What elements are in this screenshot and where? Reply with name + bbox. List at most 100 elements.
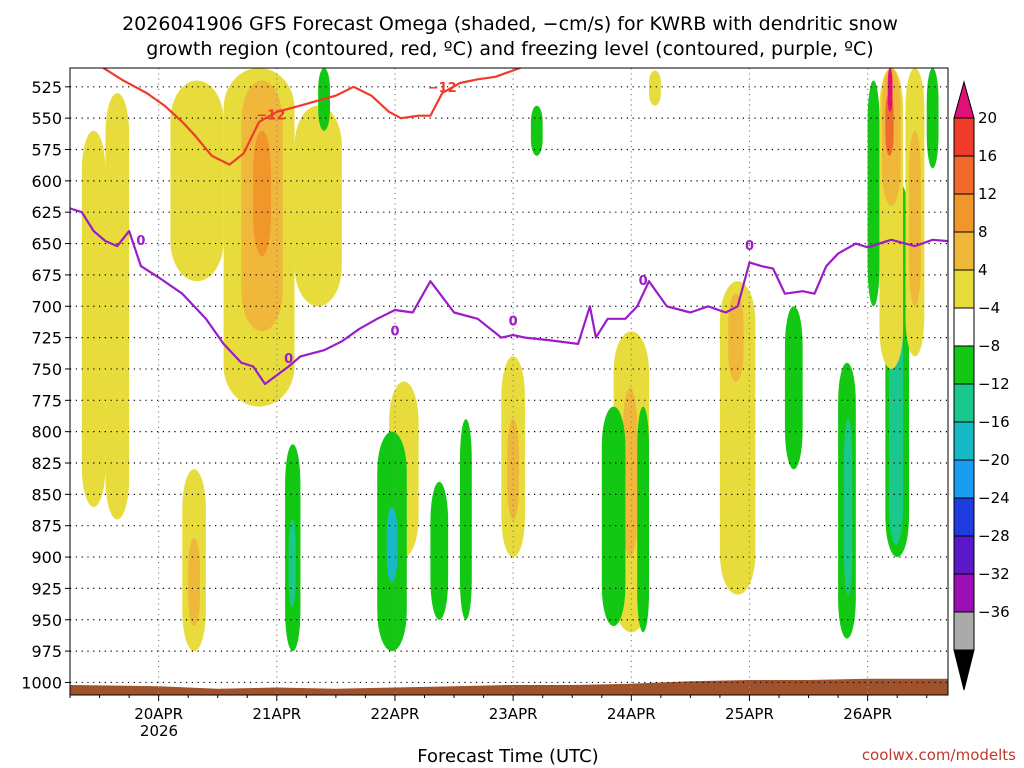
colorbar-swatch <box>953 155 975 195</box>
y-tick-label: 925 <box>31 579 62 598</box>
y-tick-label: 775 <box>31 391 62 410</box>
contour-layer <box>70 68 948 386</box>
omega-region-yellow <box>170 80 224 282</box>
omega-region-teal <box>844 419 853 595</box>
x-tick-label: 23APR <box>489 705 538 723</box>
colorbar-label: −32 <box>978 565 1010 583</box>
y-tick-label: 550 <box>31 109 62 128</box>
colorbar-label: −4 <box>978 299 1000 317</box>
chart-title-line-1: 2026041906 GFS Forecast Omega (shaded, −… <box>122 13 898 35</box>
omega-region-cyan <box>386 506 398 583</box>
x-axis-title: Forecast Time (UTC) <box>417 746 598 767</box>
omega-region-orange <box>188 538 200 627</box>
chart-title-line-2: growth region (contoured, red, ºC) and f… <box>146 38 873 60</box>
y-tick-label: 625 <box>31 203 62 222</box>
ground-surface <box>70 678 948 695</box>
colorbar-label: −8 <box>978 337 1000 355</box>
omega-region-green <box>430 481 449 620</box>
colorbar-swatch <box>953 307 975 347</box>
y-tick-label: 600 <box>31 172 62 191</box>
colorbar-swatch <box>953 421 975 461</box>
omega-region-green <box>530 105 543 156</box>
colorbar-swatch <box>953 383 975 423</box>
colorbar-swatch <box>953 117 975 157</box>
dgz-contour-label: −12 <box>256 109 285 124</box>
colorbar-swatch <box>953 345 975 385</box>
y-tick-label: 575 <box>31 141 62 160</box>
omega-region-dark_orange <box>253 130 271 257</box>
x-year-label: 2026 <box>140 722 178 740</box>
colorbar-label: −16 <box>978 413 1010 431</box>
colorbar-label: 16 <box>978 147 997 165</box>
freezing-contour-label: 0 <box>639 274 648 289</box>
x-tick-label: 26APR <box>843 705 892 723</box>
dgz-contour-minus12 <box>101 68 523 166</box>
colorbar-label: −36 <box>978 603 1010 621</box>
credit-text: coolwx.com/modelts <box>862 746 1016 764</box>
x-tick-label: 20APR <box>134 705 183 723</box>
contour-labels: −12 −12 0 0 0 0 0 0 <box>136 81 754 367</box>
y-tick-label: 800 <box>31 423 62 442</box>
omega-region-orange <box>623 387 638 558</box>
colorbar-top-arrow <box>953 80 975 119</box>
colorbar-label: −28 <box>978 527 1010 545</box>
omega-region-yellow <box>294 105 342 307</box>
y-tick-label: 975 <box>31 642 62 661</box>
freezing-contour-label: 0 <box>509 314 518 329</box>
omega-region-green <box>637 406 650 633</box>
y-tick-label: 675 <box>31 266 62 285</box>
colorbar-swatch <box>953 497 975 537</box>
colorbar-label: 20 <box>978 109 997 127</box>
y-tick-label: 900 <box>31 548 62 567</box>
omega-region-yellow <box>81 130 106 507</box>
omega-region-teal <box>288 519 296 608</box>
y-tick-label: 850 <box>31 485 62 504</box>
colorbar-swatch <box>953 459 975 499</box>
y-tick-label: 700 <box>31 297 62 316</box>
x-axis-ticks: 20APR 21APR 22APR 23APR 24APR 25APR 26APR <box>69 695 928 723</box>
omega-region-orange <box>728 293 744 382</box>
colorbar-label: 8 <box>978 223 988 241</box>
omega-region-green <box>867 80 880 307</box>
colorbar-swatch <box>953 573 975 613</box>
x-tick-label: 22APR <box>371 705 420 723</box>
omega-shading-layer <box>81 68 939 652</box>
dgz-contour-label: −12 <box>428 81 457 96</box>
x-tick-label: 21APR <box>252 705 301 723</box>
freezing-contour-label: 0 <box>284 352 293 367</box>
colorbar-bottom-arrow <box>953 649 975 691</box>
omega-region-green <box>926 68 939 169</box>
ground-layer <box>70 678 948 695</box>
y-tick-label: 750 <box>31 360 62 379</box>
omega-region-magenta <box>887 68 893 112</box>
colorbar-label: −20 <box>978 451 1010 469</box>
colorbar-swatch <box>953 231 975 271</box>
colorbar-label: −24 <box>978 489 1010 507</box>
colorbar-swatch <box>953 611 975 651</box>
omega-region-green <box>784 306 803 470</box>
colorbar-label: −12 <box>978 375 1010 393</box>
y-tick-label: 950 <box>31 611 62 630</box>
y-tick-label: 725 <box>31 329 62 348</box>
colorbar-label: 4 <box>978 261 988 279</box>
x-tick-label: 24APR <box>607 705 656 723</box>
grid-lines <box>70 68 948 695</box>
y-axis-ticks: 525 550 575 600 625 650 675 700 725 750 775 800 825 8… <box>21 78 70 692</box>
colorbar-label: 12 <box>978 185 997 203</box>
omega-region-yellow <box>649 70 661 106</box>
omega-region-orange <box>909 130 921 307</box>
freezing-contour-label: 0 <box>136 234 145 249</box>
omega-region-green <box>459 419 472 620</box>
freezing-contour-label: 0 <box>745 239 754 254</box>
y-tick-label: 650 <box>31 235 62 254</box>
x-tick-label: 25APR <box>725 705 774 723</box>
freezing-contour-label: 0 <box>390 324 399 339</box>
y-tick-label: 525 <box>31 78 62 97</box>
y-tick-label: 875 <box>31 517 62 536</box>
freezing-level-contour <box>70 207 948 386</box>
colorbar-swatch <box>953 193 975 233</box>
omega-region-green <box>601 406 626 627</box>
colorbar-swatch <box>953 535 975 575</box>
y-tick-label: 825 <box>31 454 62 473</box>
